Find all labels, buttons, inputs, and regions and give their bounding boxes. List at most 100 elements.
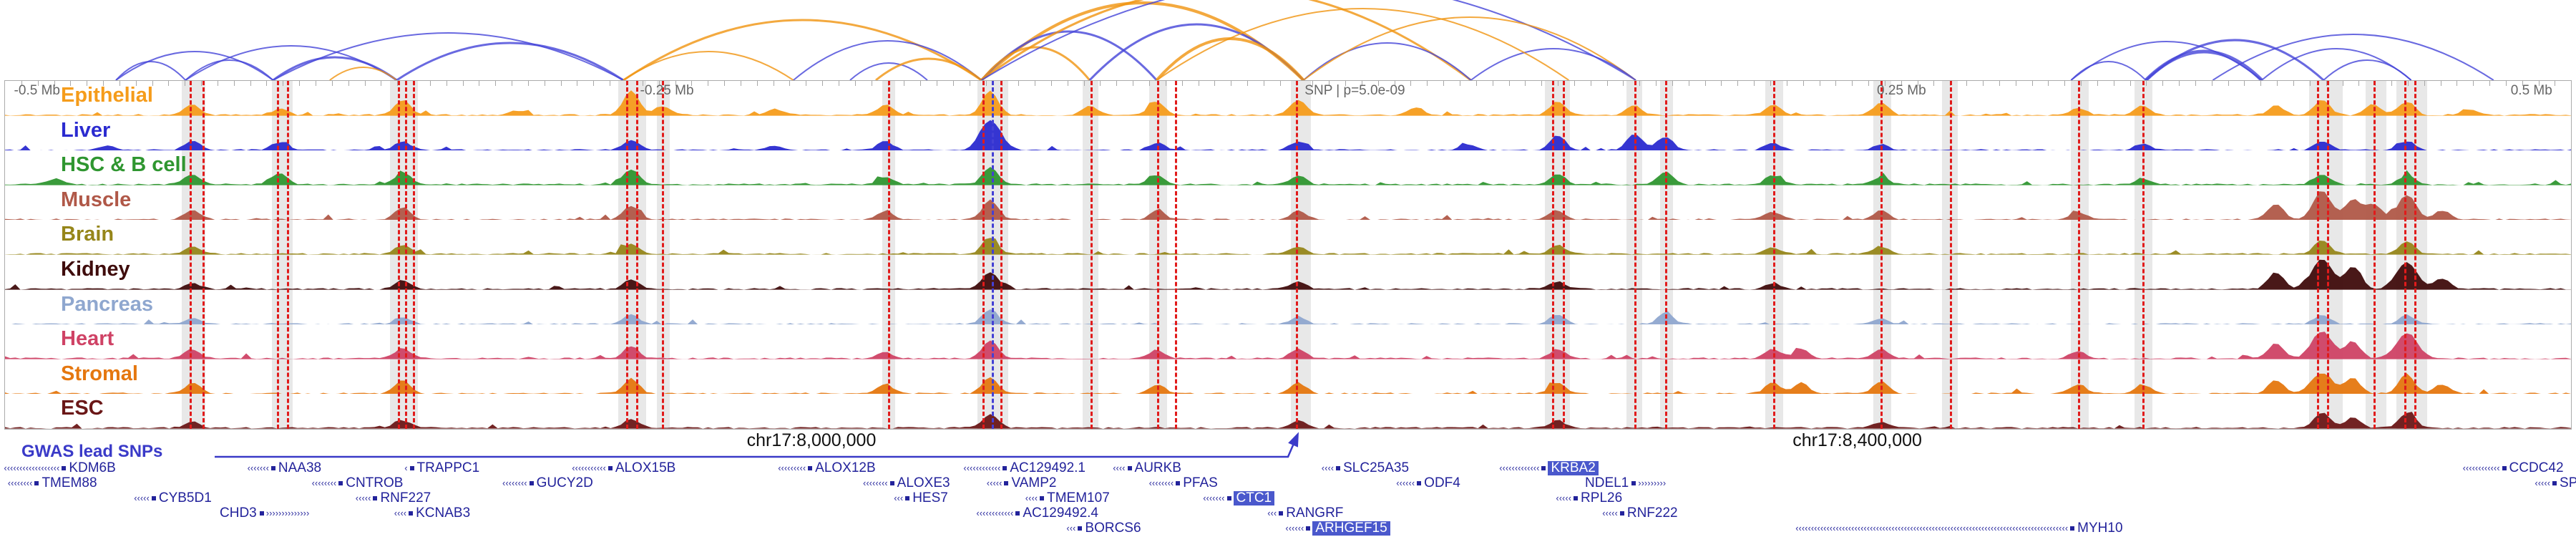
track-row-stromal: Stromal bbox=[5, 359, 2571, 395]
interaction-arc bbox=[115, 61, 186, 81]
tracks-panel: Epithelial Liver HSC & B cell Muscle Brain Ki… bbox=[4, 80, 2572, 430]
gene-name-label: KCNAB3 bbox=[416, 505, 471, 521]
highlight-region bbox=[2366, 81, 2386, 429]
snp-line-red bbox=[1562, 81, 1565, 429]
ruler-tick bbox=[691, 81, 693, 86]
gene-name-label: SLC25A35 bbox=[1343, 460, 1410, 475]
ruler-tick bbox=[37, 81, 39, 86]
gene-name-label: TRAPPC1 bbox=[416, 460, 480, 475]
interaction-arc bbox=[1156, 8, 1569, 81]
gene-slc25a35: ‹‹‹‹ SLC25A35 bbox=[1322, 461, 1410, 475]
gene-pfas: ‹‹‹‹‹‹‹‹ PFAS bbox=[1149, 476, 1219, 490]
gene-body-arrows: ‹‹‹‹‹‹‹‹ bbox=[863, 478, 888, 488]
snp-line-red bbox=[662, 81, 665, 429]
gene-body-arrows: ‹‹‹‹‹ bbox=[1602, 508, 1618, 518]
gwas-pointer-arrow bbox=[215, 432, 1299, 458]
exon-block-icon bbox=[34, 481, 39, 485]
ruler-label: -0.25 Mb bbox=[640, 83, 694, 98]
signal-path bbox=[5, 332, 2571, 359]
ruler-tick bbox=[1083, 81, 1085, 86]
exon-block-icon bbox=[1127, 466, 1132, 470]
snp-line-red bbox=[2142, 81, 2145, 429]
gene-ac129492-4: ‹‹‹‹‹‹‹‹‹‹‹‹ AC129492.4 bbox=[976, 506, 1099, 521]
gene-arhgef15: ‹‹‹‹‹‹ ARHGEF15 bbox=[1285, 521, 1390, 536]
snp-line-red bbox=[1000, 81, 1003, 429]
gene-body-arrows: ‹‹‹‹‹‹‹‹‹‹‹‹ bbox=[963, 463, 1001, 473]
exon-block-icon bbox=[1176, 481, 1181, 485]
ruler-tick bbox=[70, 81, 72, 86]
snp-line-red bbox=[1950, 81, 1953, 429]
gene-trappc1: ‹ TRAPPC1 bbox=[404, 461, 480, 475]
ruler-tick bbox=[1606, 81, 1608, 86]
ruler-tick bbox=[168, 81, 170, 86]
ruler-tick bbox=[593, 81, 595, 86]
interaction-arc bbox=[1302, 16, 1636, 81]
snp-line-blue bbox=[991, 81, 994, 429]
ruler-tick bbox=[1475, 81, 1477, 86]
gene-name-label: ARHGEF15 bbox=[1312, 521, 1390, 536]
snp-line-red bbox=[1175, 81, 1178, 429]
exon-block-icon bbox=[151, 496, 156, 500]
ruler-tick bbox=[233, 81, 235, 86]
signal-path bbox=[5, 309, 2571, 325]
exon-block-icon bbox=[2502, 466, 2507, 470]
highlight-region bbox=[2396, 81, 2428, 429]
ruler-tick bbox=[152, 81, 153, 86]
ruler-tick bbox=[756, 81, 758, 86]
interaction-arc bbox=[2212, 34, 2494, 81]
ruler-tick bbox=[1116, 81, 1118, 86]
ruler-tick bbox=[1427, 81, 1428, 86]
ruler-tick bbox=[1247, 81, 1249, 86]
exon-block-icon bbox=[1040, 496, 1045, 500]
ruler-tick bbox=[1148, 81, 1150, 86]
ruler-tick bbox=[1901, 81, 1902, 86]
exon-block-icon bbox=[1279, 511, 1284, 516]
track-row-heart: Heart bbox=[5, 324, 2571, 359]
chrom-coordinate-label: chr17:8,000,000 bbox=[746, 430, 877, 450]
gene-name-label: VAMP2 bbox=[1011, 475, 1057, 490]
exon-block-icon bbox=[1417, 481, 1422, 485]
interaction-arc bbox=[1155, 37, 1305, 81]
ruler-tick bbox=[527, 81, 529, 86]
snp-line-red bbox=[1634, 81, 1637, 429]
gene-name-label: BORCS6 bbox=[1085, 521, 1141, 536]
gene-body-arrows: ‹‹‹‹‹‹‹‹ bbox=[502, 478, 527, 488]
track-label-muscle: Muscle bbox=[61, 188, 132, 211]
snp-line-red bbox=[405, 81, 408, 429]
ruler-tick bbox=[1329, 81, 1330, 86]
gene-ccdc42: ‹‹‹‹‹‹‹‹‹‹‹‹ CCDC42 bbox=[2463, 461, 2565, 475]
ruler-tick bbox=[2228, 81, 2229, 86]
gene-aloxe3: ‹‹‹‹‹‹‹‹ ALOXE3 bbox=[863, 476, 951, 490]
gene-name-label: RNF222 bbox=[1626, 505, 1678, 521]
ruler-tick bbox=[952, 81, 954, 86]
snp-line-red bbox=[1772, 81, 1775, 429]
ruler-label: 0.25 Mb bbox=[1876, 83, 1926, 98]
exon-block-icon bbox=[1078, 526, 1083, 531]
gene-body-arrows: ‹‹‹‹‹‹‹‹ bbox=[7, 478, 33, 488]
ruler-tick bbox=[1639, 81, 1641, 86]
gene-body-arrows: ‹‹‹‹‹‹ bbox=[1285, 523, 1304, 533]
exon-block-icon bbox=[1226, 496, 1231, 500]
ruler-tick bbox=[103, 81, 104, 86]
track-row-muscle: Muscle bbox=[5, 185, 2571, 221]
gene-tmem107: ‹‹‹‹ TMEM107 bbox=[1025, 491, 1111, 505]
ruler-tick bbox=[266, 81, 268, 86]
ruler-tick bbox=[2179, 81, 2180, 86]
signal-pancreas bbox=[5, 309, 2571, 325]
snp-line-red bbox=[2078, 81, 2081, 429]
ruler-tick bbox=[299, 81, 301, 86]
ruler-tick bbox=[1100, 81, 1101, 86]
ruler-tick bbox=[1410, 81, 1412, 86]
gene-body-arrows: ‹‹‹ bbox=[1267, 508, 1277, 518]
gene-body-arrows: ‹‹‹ bbox=[1066, 523, 1076, 533]
gene-body-arrows: ‹‹‹‹‹ bbox=[134, 493, 150, 503]
gene-name-label: AC129492.1 bbox=[1010, 460, 1085, 475]
gene-body-arrows: ‹‹‹‹‹‹‹‹ bbox=[311, 478, 337, 488]
gene-aurkb: ‹‹‹‹ AURKB bbox=[1113, 461, 1182, 475]
ruler-tick bbox=[1966, 81, 1968, 86]
gene-name-label: PFAS bbox=[1183, 475, 1218, 490]
ruler-tick bbox=[1672, 81, 1673, 86]
gene-body-arrows: ‹‹‹‹‹‹‹‹‹‹‹ bbox=[572, 463, 606, 473]
gene-odf4: ‹‹‹‹‹‹ ODF4 bbox=[1396, 476, 1461, 490]
gene-annotation-track: ‹‹‹‹‹‹‹‹‹‹‹‹‹‹‹‹‹‹ KDM6B ‹‹‹‹‹‹‹ NAA38 ‹ TRAP… bbox=[0, 461, 2576, 537]
